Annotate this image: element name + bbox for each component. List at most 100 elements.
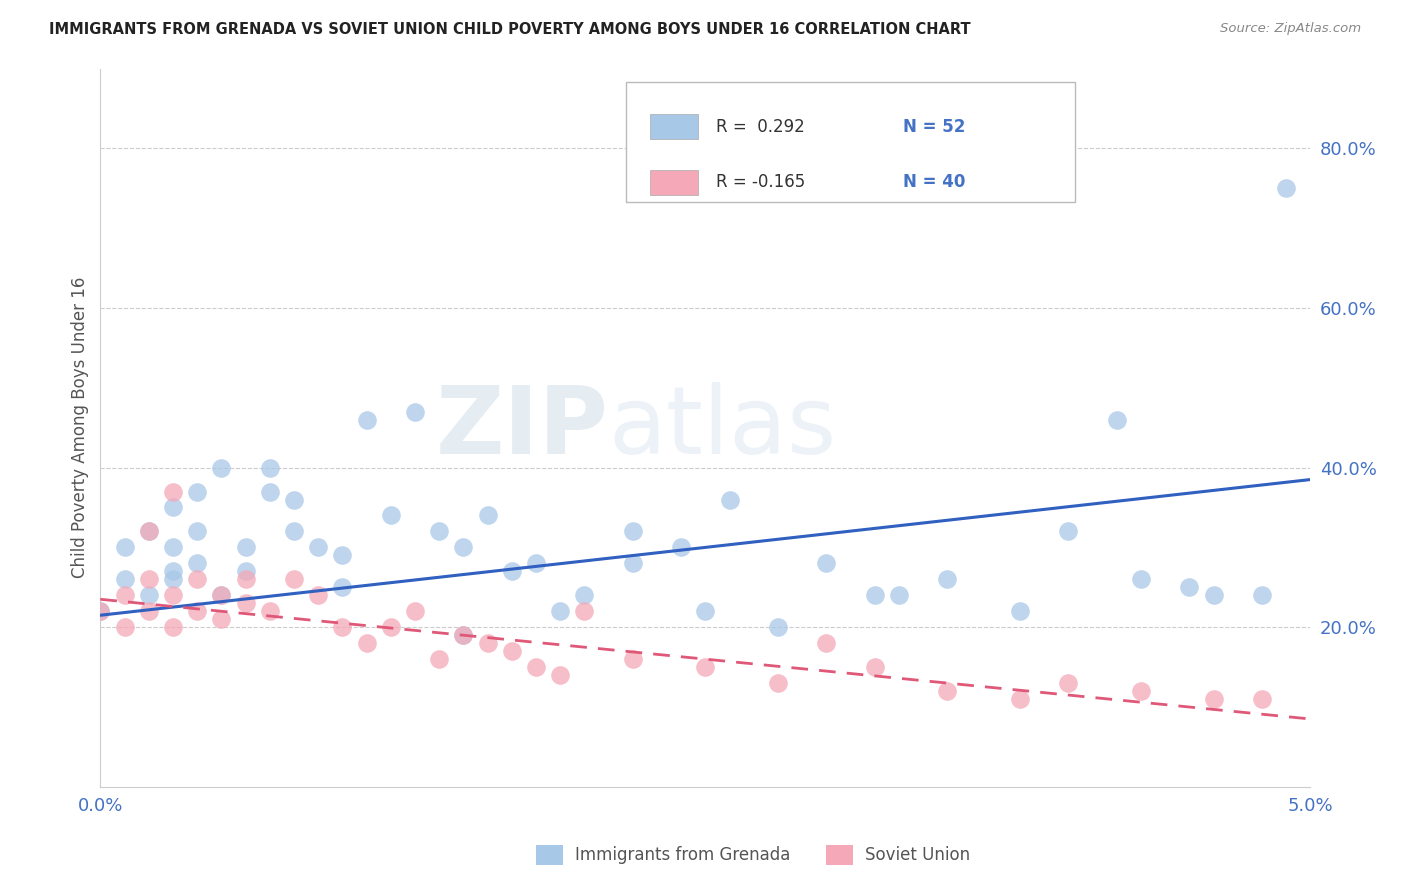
Point xyxy=(863,588,886,602)
Point xyxy=(524,660,547,674)
Point xyxy=(453,541,475,555)
Point xyxy=(427,524,450,539)
Point xyxy=(186,557,208,571)
Point xyxy=(209,460,232,475)
Point xyxy=(1251,588,1274,602)
Point xyxy=(621,557,644,571)
Point xyxy=(307,541,329,555)
Point xyxy=(1129,572,1152,586)
Point xyxy=(114,541,136,555)
Point xyxy=(330,580,353,594)
Point xyxy=(887,588,910,602)
Point xyxy=(695,604,717,618)
Point xyxy=(162,565,184,579)
Point xyxy=(138,524,160,539)
Point xyxy=(283,492,305,507)
Point xyxy=(259,604,281,618)
Point xyxy=(501,565,523,579)
Point xyxy=(186,604,208,618)
Point xyxy=(1251,692,1274,706)
Text: IMMIGRANTS FROM GRENADA VS SOVIET UNION CHILD POVERTY AMONG BOYS UNDER 16 CORREL: IMMIGRANTS FROM GRENADA VS SOVIET UNION … xyxy=(49,22,970,37)
Point xyxy=(404,604,426,618)
Point xyxy=(1202,692,1225,706)
Point xyxy=(1275,181,1298,195)
Point xyxy=(477,636,499,650)
Point xyxy=(259,460,281,475)
Point xyxy=(330,549,353,563)
Point xyxy=(162,541,184,555)
Point xyxy=(1057,676,1080,690)
Point xyxy=(669,541,692,555)
Point xyxy=(235,565,257,579)
Point xyxy=(235,572,257,586)
Point xyxy=(501,644,523,658)
Text: N = 52: N = 52 xyxy=(903,118,965,136)
Point xyxy=(815,636,838,650)
Point xyxy=(1008,604,1031,618)
Point xyxy=(162,484,184,499)
Point xyxy=(162,588,184,602)
Text: R =  0.292: R = 0.292 xyxy=(716,118,804,136)
Point xyxy=(186,524,208,539)
Text: ZIP: ZIP xyxy=(436,382,609,474)
Point xyxy=(356,413,378,427)
Point xyxy=(695,660,717,674)
Point xyxy=(162,500,184,515)
Point xyxy=(548,668,571,682)
Point xyxy=(1178,580,1201,594)
Point xyxy=(89,604,111,618)
Point xyxy=(138,524,160,539)
Point xyxy=(453,628,475,642)
Point xyxy=(1105,413,1128,427)
Point xyxy=(307,588,329,602)
Text: N = 40: N = 40 xyxy=(903,173,965,191)
Point xyxy=(259,484,281,499)
Point xyxy=(548,604,571,618)
Point xyxy=(427,652,450,666)
Point xyxy=(162,572,184,586)
Point xyxy=(766,676,789,690)
Point xyxy=(114,588,136,602)
Point xyxy=(936,572,959,586)
Point xyxy=(114,572,136,586)
Point xyxy=(283,572,305,586)
Point xyxy=(138,588,160,602)
Point xyxy=(574,588,596,602)
Text: Soviet Union: Soviet Union xyxy=(865,847,970,864)
Point xyxy=(1008,692,1031,706)
Point xyxy=(162,620,184,634)
Y-axis label: Child Poverty Among Boys Under 16: Child Poverty Among Boys Under 16 xyxy=(72,277,89,578)
Point xyxy=(936,684,959,698)
Point xyxy=(380,620,402,634)
Point xyxy=(209,588,232,602)
Point xyxy=(89,604,111,618)
Point xyxy=(621,652,644,666)
Point xyxy=(209,612,232,626)
Point xyxy=(815,557,838,571)
Text: Source: ZipAtlas.com: Source: ZipAtlas.com xyxy=(1220,22,1361,36)
Point xyxy=(209,588,232,602)
Text: R = -0.165: R = -0.165 xyxy=(716,173,804,191)
Point xyxy=(718,492,741,507)
Point xyxy=(138,572,160,586)
Point xyxy=(453,628,475,642)
Point xyxy=(1057,524,1080,539)
Point xyxy=(404,405,426,419)
Point xyxy=(766,620,789,634)
Point xyxy=(138,604,160,618)
Point xyxy=(186,484,208,499)
Point xyxy=(574,604,596,618)
Point xyxy=(235,596,257,610)
Point xyxy=(114,620,136,634)
Point xyxy=(235,541,257,555)
Point xyxy=(380,508,402,523)
Text: atlas: atlas xyxy=(609,382,837,474)
Point xyxy=(356,636,378,650)
Text: Immigrants from Grenada: Immigrants from Grenada xyxy=(575,847,790,864)
Point xyxy=(186,572,208,586)
Point xyxy=(524,557,547,571)
Point xyxy=(477,508,499,523)
Point xyxy=(621,524,644,539)
Point xyxy=(330,620,353,634)
Point xyxy=(283,524,305,539)
